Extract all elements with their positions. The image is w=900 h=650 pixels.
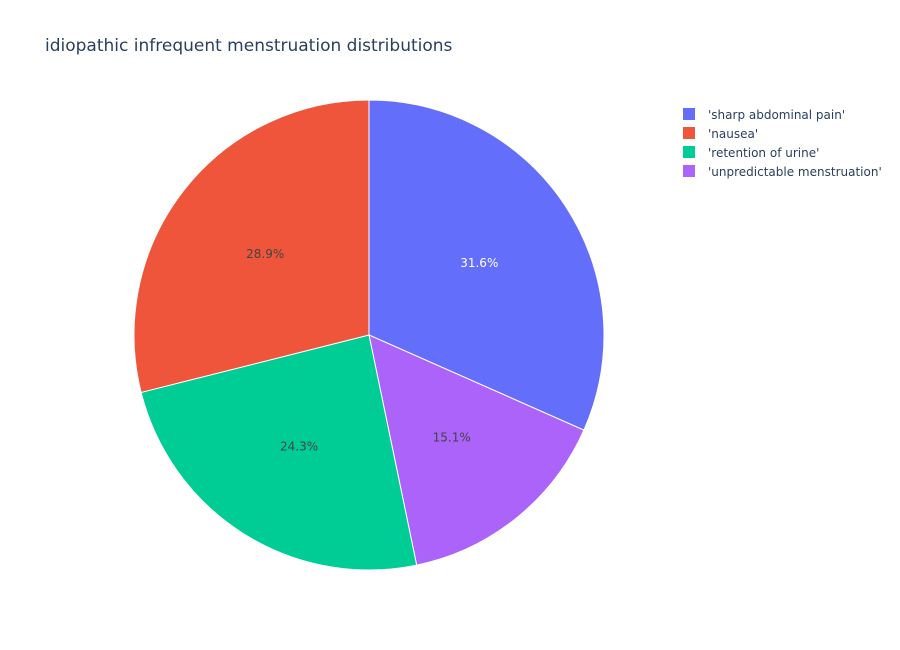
slice-percent-label: 15.1%	[433, 430, 471, 444]
pie-slice-labels: 31.6% 15.1% 24.3% 28.9%	[246, 247, 498, 453]
legend-item[interactable]: 'sharp abdominal pain'	[683, 108, 845, 122]
legend-item[interactable]: 'unpredictable menstruation'	[683, 165, 882, 179]
pie-slice-nausea[interactable]	[133, 99, 370, 394]
slice-percent-label: 24.3%	[280, 440, 318, 454]
slice-percent-label: 28.9%	[246, 247, 284, 261]
pie-slices	[133, 99, 605, 571]
legend-swatch	[683, 146, 695, 158]
pie-slice-sharp-abdominal-pain[interactable]	[368, 99, 605, 431]
legend: 'sharp abdominal pain' 'nausea' 'retention…	[683, 108, 882, 179]
chart-title: idiopathic infrequent menstruation distr…	[45, 36, 453, 56]
legend-swatch	[683, 127, 695, 139]
legend-label: 'nausea'	[708, 127, 758, 141]
legend-swatch	[683, 108, 695, 120]
legend-swatch	[683, 165, 695, 177]
pie-slice-unpredictable-menstruation[interactable]	[368, 334, 585, 566]
legend-item[interactable]: 'nausea'	[683, 127, 758, 141]
legend-label: 'retention of urine'	[708, 146, 819, 160]
pie-slice-retention-of-urine[interactable]	[140, 334, 418, 571]
legend-label: 'unpredictable menstruation'	[708, 165, 882, 179]
legend-label: 'sharp abdominal pain'	[708, 108, 845, 122]
legend-item[interactable]: 'retention of urine'	[683, 146, 819, 160]
slice-percent-label: 31.6%	[460, 256, 498, 270]
